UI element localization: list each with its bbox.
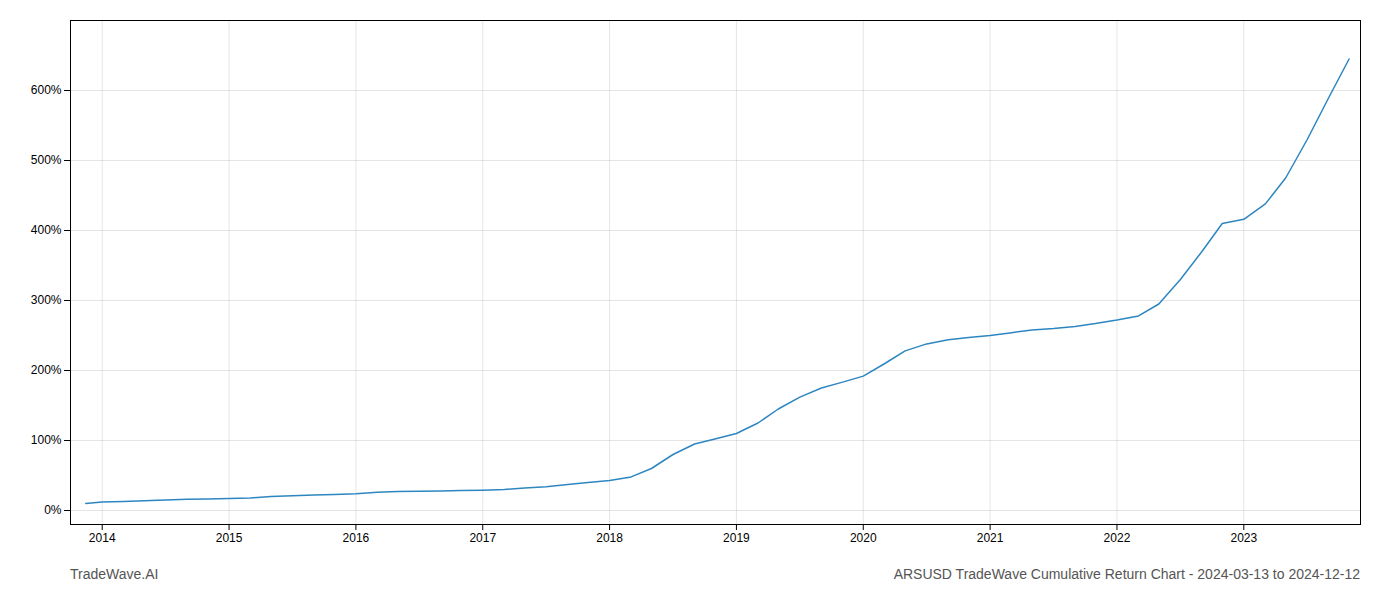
html-text:ARSUSD TradeWave Cumulative Re: ARSUSD TradeWave Cumulative Return Chart… <box>893 566 1360 582</box>
svg-text:300%: 300% <box>31 293 62 307</box>
svg-text:400%: 400% <box>31 223 62 237</box>
svg-text:2016: 2016 <box>343 531 370 545</box>
svg-text:2021: 2021 <box>977 531 1004 545</box>
svg-text:100%: 100% <box>31 433 62 447</box>
svg-text:2018: 2018 <box>596 531 623 545</box>
svg-text:200%: 200% <box>31 363 62 377</box>
svg-text:2023: 2023 <box>1230 531 1257 545</box>
svg-text:2019: 2019 <box>723 531 750 545</box>
svg-text:0%: 0% <box>44 503 62 517</box>
svg-text:2015: 2015 <box>216 531 243 545</box>
svg-text:2014: 2014 <box>89 531 116 545</box>
svg-text:2022: 2022 <box>1104 531 1131 545</box>
svg-text:2017: 2017 <box>469 531 496 545</box>
html-text:TradeWave.AI: TradeWave.AI <box>70 566 159 582</box>
svg-text:2020: 2020 <box>850 531 877 545</box>
svg-text:500%: 500% <box>31 153 62 167</box>
svg-text:600%: 600% <box>31 83 62 97</box>
